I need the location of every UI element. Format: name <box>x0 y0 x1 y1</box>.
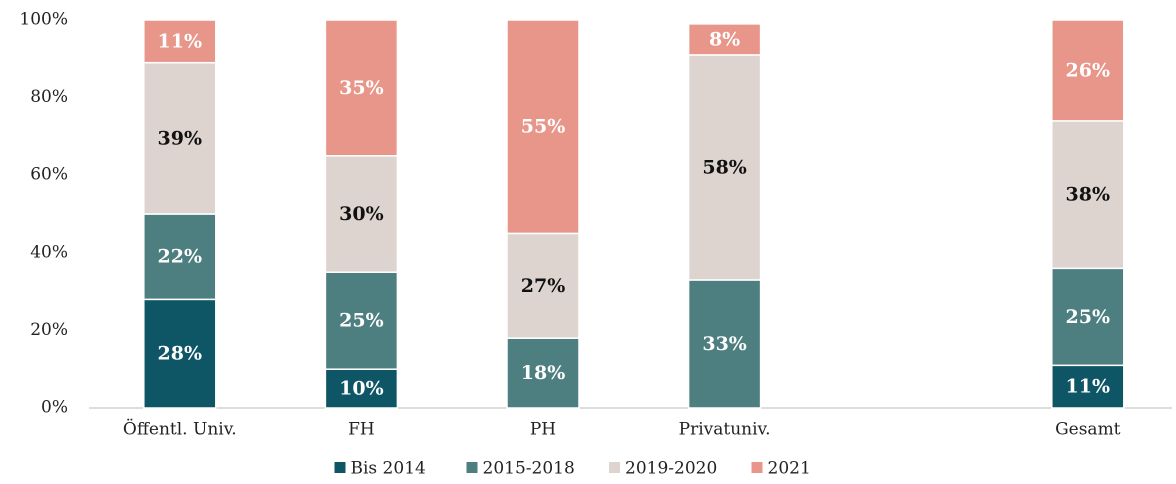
y-tick-label: 0% <box>41 398 68 418</box>
bar-segment <box>506 19 580 235</box>
data-label: 22% <box>158 246 203 268</box>
bar-segment <box>506 337 580 409</box>
legend-swatch <box>751 462 763 473</box>
data-label: 26% <box>1066 59 1111 81</box>
y-tick-label: 20% <box>30 320 68 340</box>
x-tick-label: Privatuniv. <box>679 420 771 440</box>
data-label: 38% <box>1066 184 1111 206</box>
bar-segment <box>1051 267 1125 367</box>
data-label: 18% <box>521 362 566 384</box>
y-tick-label: 60% <box>30 165 68 185</box>
data-label: 25% <box>1066 306 1111 328</box>
data-label: 33% <box>702 333 747 355</box>
y-tick-label: 80% <box>30 87 68 107</box>
bar-segment <box>324 155 399 273</box>
bar-segment <box>687 54 762 281</box>
legend-swatch <box>466 462 478 473</box>
data-label: 39% <box>158 127 203 149</box>
data-label: 27% <box>521 275 566 297</box>
data-label: 10% <box>339 378 384 400</box>
legend-label: 2015-2018 <box>483 459 575 479</box>
y-tick-label: 40% <box>30 242 68 262</box>
data-label: 8% <box>709 28 740 50</box>
legend-label: 2021 <box>768 459 811 479</box>
data-label: 35% <box>339 77 384 99</box>
data-label: 30% <box>339 203 384 225</box>
legend-swatch <box>334 462 346 473</box>
x-tick-label: PH <box>530 420 556 440</box>
bar-segment <box>143 298 217 409</box>
bar-segment <box>324 368 399 409</box>
bar-segment <box>1051 120 1125 270</box>
x-tick-label: Gesamt <box>1055 420 1121 440</box>
legend-label: 2019-2020 <box>625 459 717 479</box>
legend-label: Bis 2014 <box>351 459 426 479</box>
bar-segment <box>143 213 217 301</box>
legend-swatch <box>609 462 620 473</box>
data-label: 11% <box>1066 376 1111 398</box>
bar-segment <box>506 232 580 339</box>
data-label: 55% <box>521 116 566 138</box>
bar-segment <box>687 23 762 56</box>
y-tick-label: 100% <box>19 10 68 30</box>
x-tick-label: Öffentl. Univ. <box>123 419 237 440</box>
bar-segment <box>324 271 399 370</box>
data-label: 11% <box>158 30 203 52</box>
data-label: 58% <box>702 156 747 178</box>
data-label: 28% <box>158 343 203 365</box>
bar-segment <box>324 19 399 157</box>
bar-segment <box>1051 364 1125 409</box>
bar-segment <box>143 19 217 64</box>
bar-segment <box>1051 19 1125 122</box>
data-label: 25% <box>339 310 384 332</box>
bar-segment <box>687 279 762 409</box>
x-tick-label: FH <box>348 420 375 440</box>
